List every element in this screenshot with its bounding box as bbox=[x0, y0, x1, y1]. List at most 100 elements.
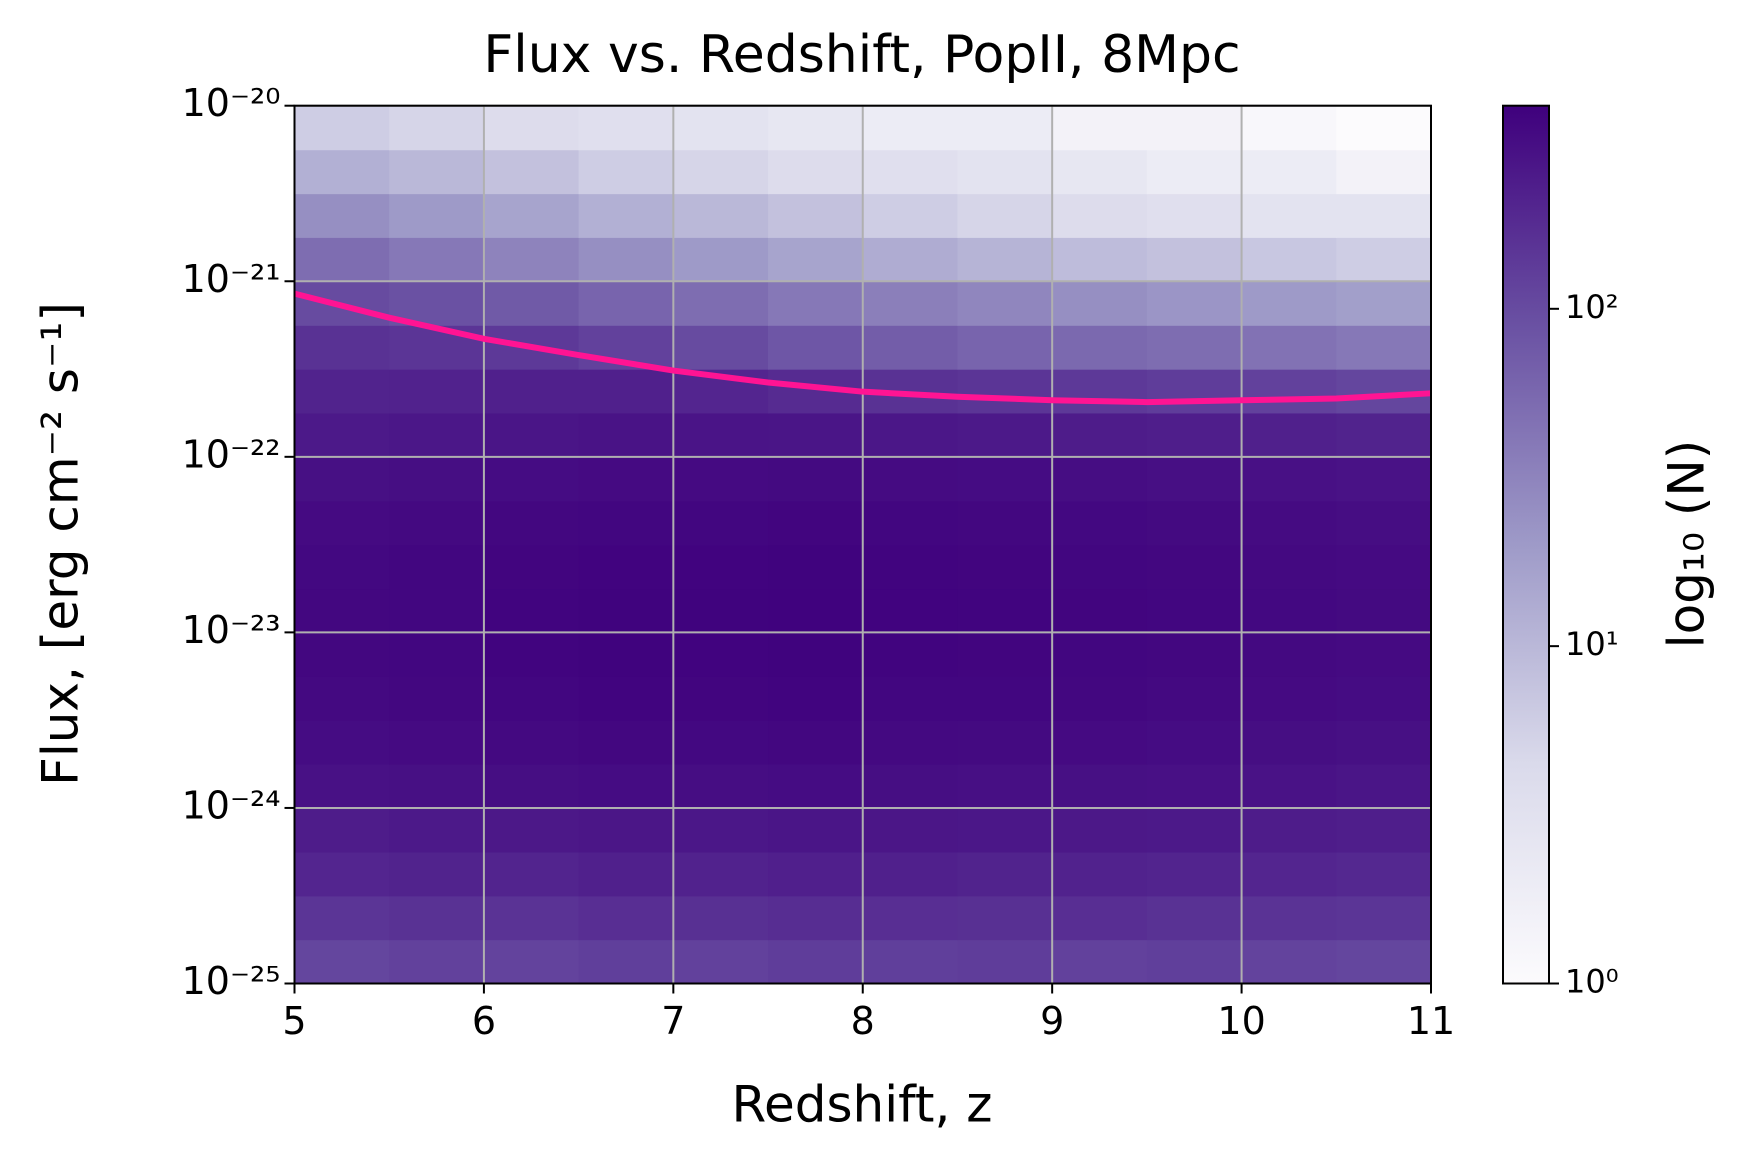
heatmap-cell bbox=[1336, 895, 1432, 941]
heatmap-cell bbox=[389, 588, 485, 633]
heatmap-cell bbox=[1146, 720, 1243, 765]
y-tick-label: 10⁻²¹ bbox=[182, 257, 281, 301]
heatmap-cell bbox=[1146, 369, 1243, 414]
heatmap-cell bbox=[389, 544, 485, 590]
heatmap-cell bbox=[1052, 281, 1148, 326]
heatmap-cell bbox=[862, 149, 959, 195]
heatmap-cell bbox=[294, 851, 390, 897]
heatmap-cell bbox=[483, 851, 580, 897]
heatmap-cell bbox=[673, 237, 769, 282]
heatmap-cell bbox=[389, 237, 485, 282]
plot-area bbox=[294, 105, 1432, 985]
heatmap-cell bbox=[1146, 149, 1243, 195]
heatmap-cell bbox=[957, 895, 1053, 941]
heatmap-cell bbox=[1336, 632, 1432, 677]
y-tick-label: 10⁻²⁵ bbox=[182, 959, 281, 1003]
heatmap-cell bbox=[1336, 500, 1432, 546]
heatmap-cell bbox=[389, 807, 485, 853]
heatmap-cell bbox=[1146, 895, 1243, 941]
heatmap-cell bbox=[1052, 807, 1148, 853]
heatmap-cell bbox=[768, 939, 864, 985]
heatmap-cell bbox=[294, 720, 390, 765]
heatmap-cell bbox=[673, 149, 769, 195]
heatmap-cell bbox=[389, 193, 485, 238]
heatmap-cell bbox=[483, 895, 580, 941]
heatmap-cell bbox=[389, 105, 485, 151]
heatmap-cell bbox=[1241, 369, 1337, 414]
heatmap-cell bbox=[1146, 237, 1243, 282]
heatmap-cell bbox=[483, 500, 580, 546]
heatmap-cell bbox=[1241, 588, 1337, 633]
x-tick-label: 10 bbox=[1217, 999, 1265, 1043]
heatmap-cell bbox=[578, 281, 674, 326]
heatmap-cell bbox=[578, 939, 674, 985]
heatmap-cell bbox=[1146, 544, 1243, 590]
heatmap-cell bbox=[483, 720, 580, 765]
y-tick-label: 10⁻²² bbox=[182, 432, 281, 476]
heatmap-cell bbox=[957, 237, 1053, 282]
heatmap-cell bbox=[578, 588, 674, 633]
heatmap-cell bbox=[1241, 807, 1337, 853]
heatmap-cell bbox=[673, 412, 769, 458]
heatmap-cell bbox=[1336, 193, 1432, 238]
heatmap-cell bbox=[957, 412, 1053, 458]
heatmap-cell bbox=[483, 763, 580, 809]
heatmap-cell bbox=[389, 325, 485, 370]
heatmap-cell bbox=[1336, 720, 1432, 765]
heatmap-cell bbox=[957, 193, 1053, 238]
heatmap-cell bbox=[768, 763, 864, 809]
heatmap-cell bbox=[862, 676, 959, 721]
x-tick-label: 11 bbox=[1407, 999, 1455, 1043]
heatmap-cell bbox=[1052, 237, 1148, 282]
heatmap-cell bbox=[483, 105, 580, 151]
heatmap-cell bbox=[1241, 632, 1337, 677]
heatmap-cell bbox=[1052, 193, 1148, 238]
heatmap-cell bbox=[673, 588, 769, 633]
colorbar-tick-label: 10² bbox=[1565, 288, 1619, 326]
heatmap-cell bbox=[1241, 763, 1337, 809]
heatmap-cell bbox=[673, 105, 769, 151]
x-axis-label: Redshift, z bbox=[732, 1076, 993, 1134]
heatmap-cell bbox=[1146, 676, 1243, 721]
chart-title: Flux vs. Redshift, PopII, 8Mpc bbox=[483, 25, 1240, 85]
heatmap-cell bbox=[483, 939, 580, 985]
heatmap-cell bbox=[578, 105, 674, 151]
heatmap-cell bbox=[862, 895, 959, 941]
heatmap-cell bbox=[578, 851, 674, 897]
heatmap-cell bbox=[957, 588, 1053, 633]
heatmap-cell bbox=[578, 237, 674, 282]
heatmap-cell bbox=[294, 676, 390, 721]
heatmap-cell bbox=[389, 851, 485, 897]
heatmap-cell bbox=[294, 895, 390, 941]
x-tick-label: 6 bbox=[472, 999, 496, 1043]
heatmap-cell bbox=[578, 412, 674, 458]
heatmap-cell bbox=[1146, 763, 1243, 809]
heatmap-cell bbox=[1336, 105, 1432, 151]
heatmap-cell bbox=[294, 193, 390, 238]
heatmap-cell bbox=[768, 851, 864, 897]
heatmap-cell bbox=[862, 544, 959, 590]
heatmap-cell bbox=[483, 632, 580, 677]
heatmap-cell bbox=[1146, 412, 1243, 458]
heatmap-cell bbox=[768, 149, 864, 195]
heatmap-cell bbox=[294, 939, 390, 985]
heatmap-cell bbox=[483, 193, 580, 238]
heatmap-cell bbox=[862, 632, 959, 677]
heatmap-cell bbox=[578, 763, 674, 809]
heatmap-cell bbox=[673, 851, 769, 897]
heatmap-cell bbox=[483, 456, 580, 502]
heatmap-cell bbox=[389, 720, 485, 765]
x-tick-label: 5 bbox=[282, 999, 306, 1043]
heatmap-cell bbox=[768, 456, 864, 502]
heatmap-cell bbox=[1241, 149, 1337, 195]
heatmap-cell bbox=[1052, 851, 1148, 897]
heatmap-cell bbox=[578, 807, 674, 853]
heatmap-cell bbox=[1241, 105, 1337, 151]
heatmap-cell bbox=[294, 369, 390, 414]
heatmap-cell bbox=[483, 281, 580, 326]
y-tick-label: 10⁻²³ bbox=[182, 608, 281, 652]
heatmap-cell bbox=[294, 544, 390, 590]
heatmap-cell bbox=[1052, 588, 1148, 633]
heatmap-cell bbox=[578, 500, 674, 546]
